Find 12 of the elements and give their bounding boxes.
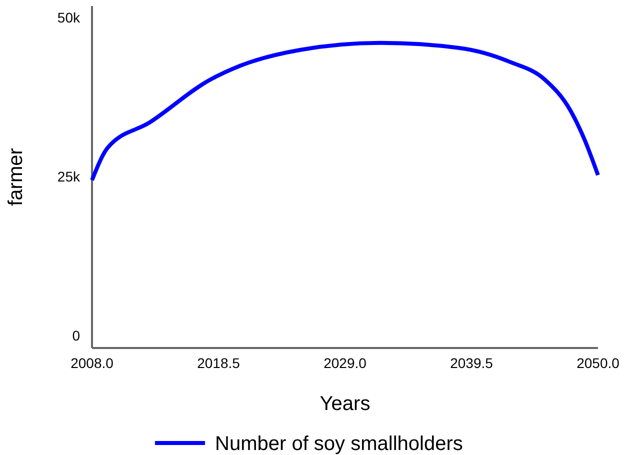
x-tick-label: 2039.5: [450, 354, 494, 371]
x-tick-label: 2018.5: [197, 354, 240, 371]
line-series: [90, 40, 600, 182]
y-tick-label: 25k: [57, 168, 81, 184]
x-axis-title: Years: [320, 393, 370, 415]
legend-label: Number of soy smallholders: [215, 433, 463, 455]
y-axis-title: farmer: [5, 148, 27, 206]
x-tick-label: 2050.0: [576, 354, 620, 371]
x-tick-label: 2029.0: [324, 354, 367, 371]
y-tick-label: 0: [72, 327, 80, 344]
y-tick-label: 50k: [57, 10, 81, 26]
x-tick-label: 2008.0: [70, 354, 114, 371]
